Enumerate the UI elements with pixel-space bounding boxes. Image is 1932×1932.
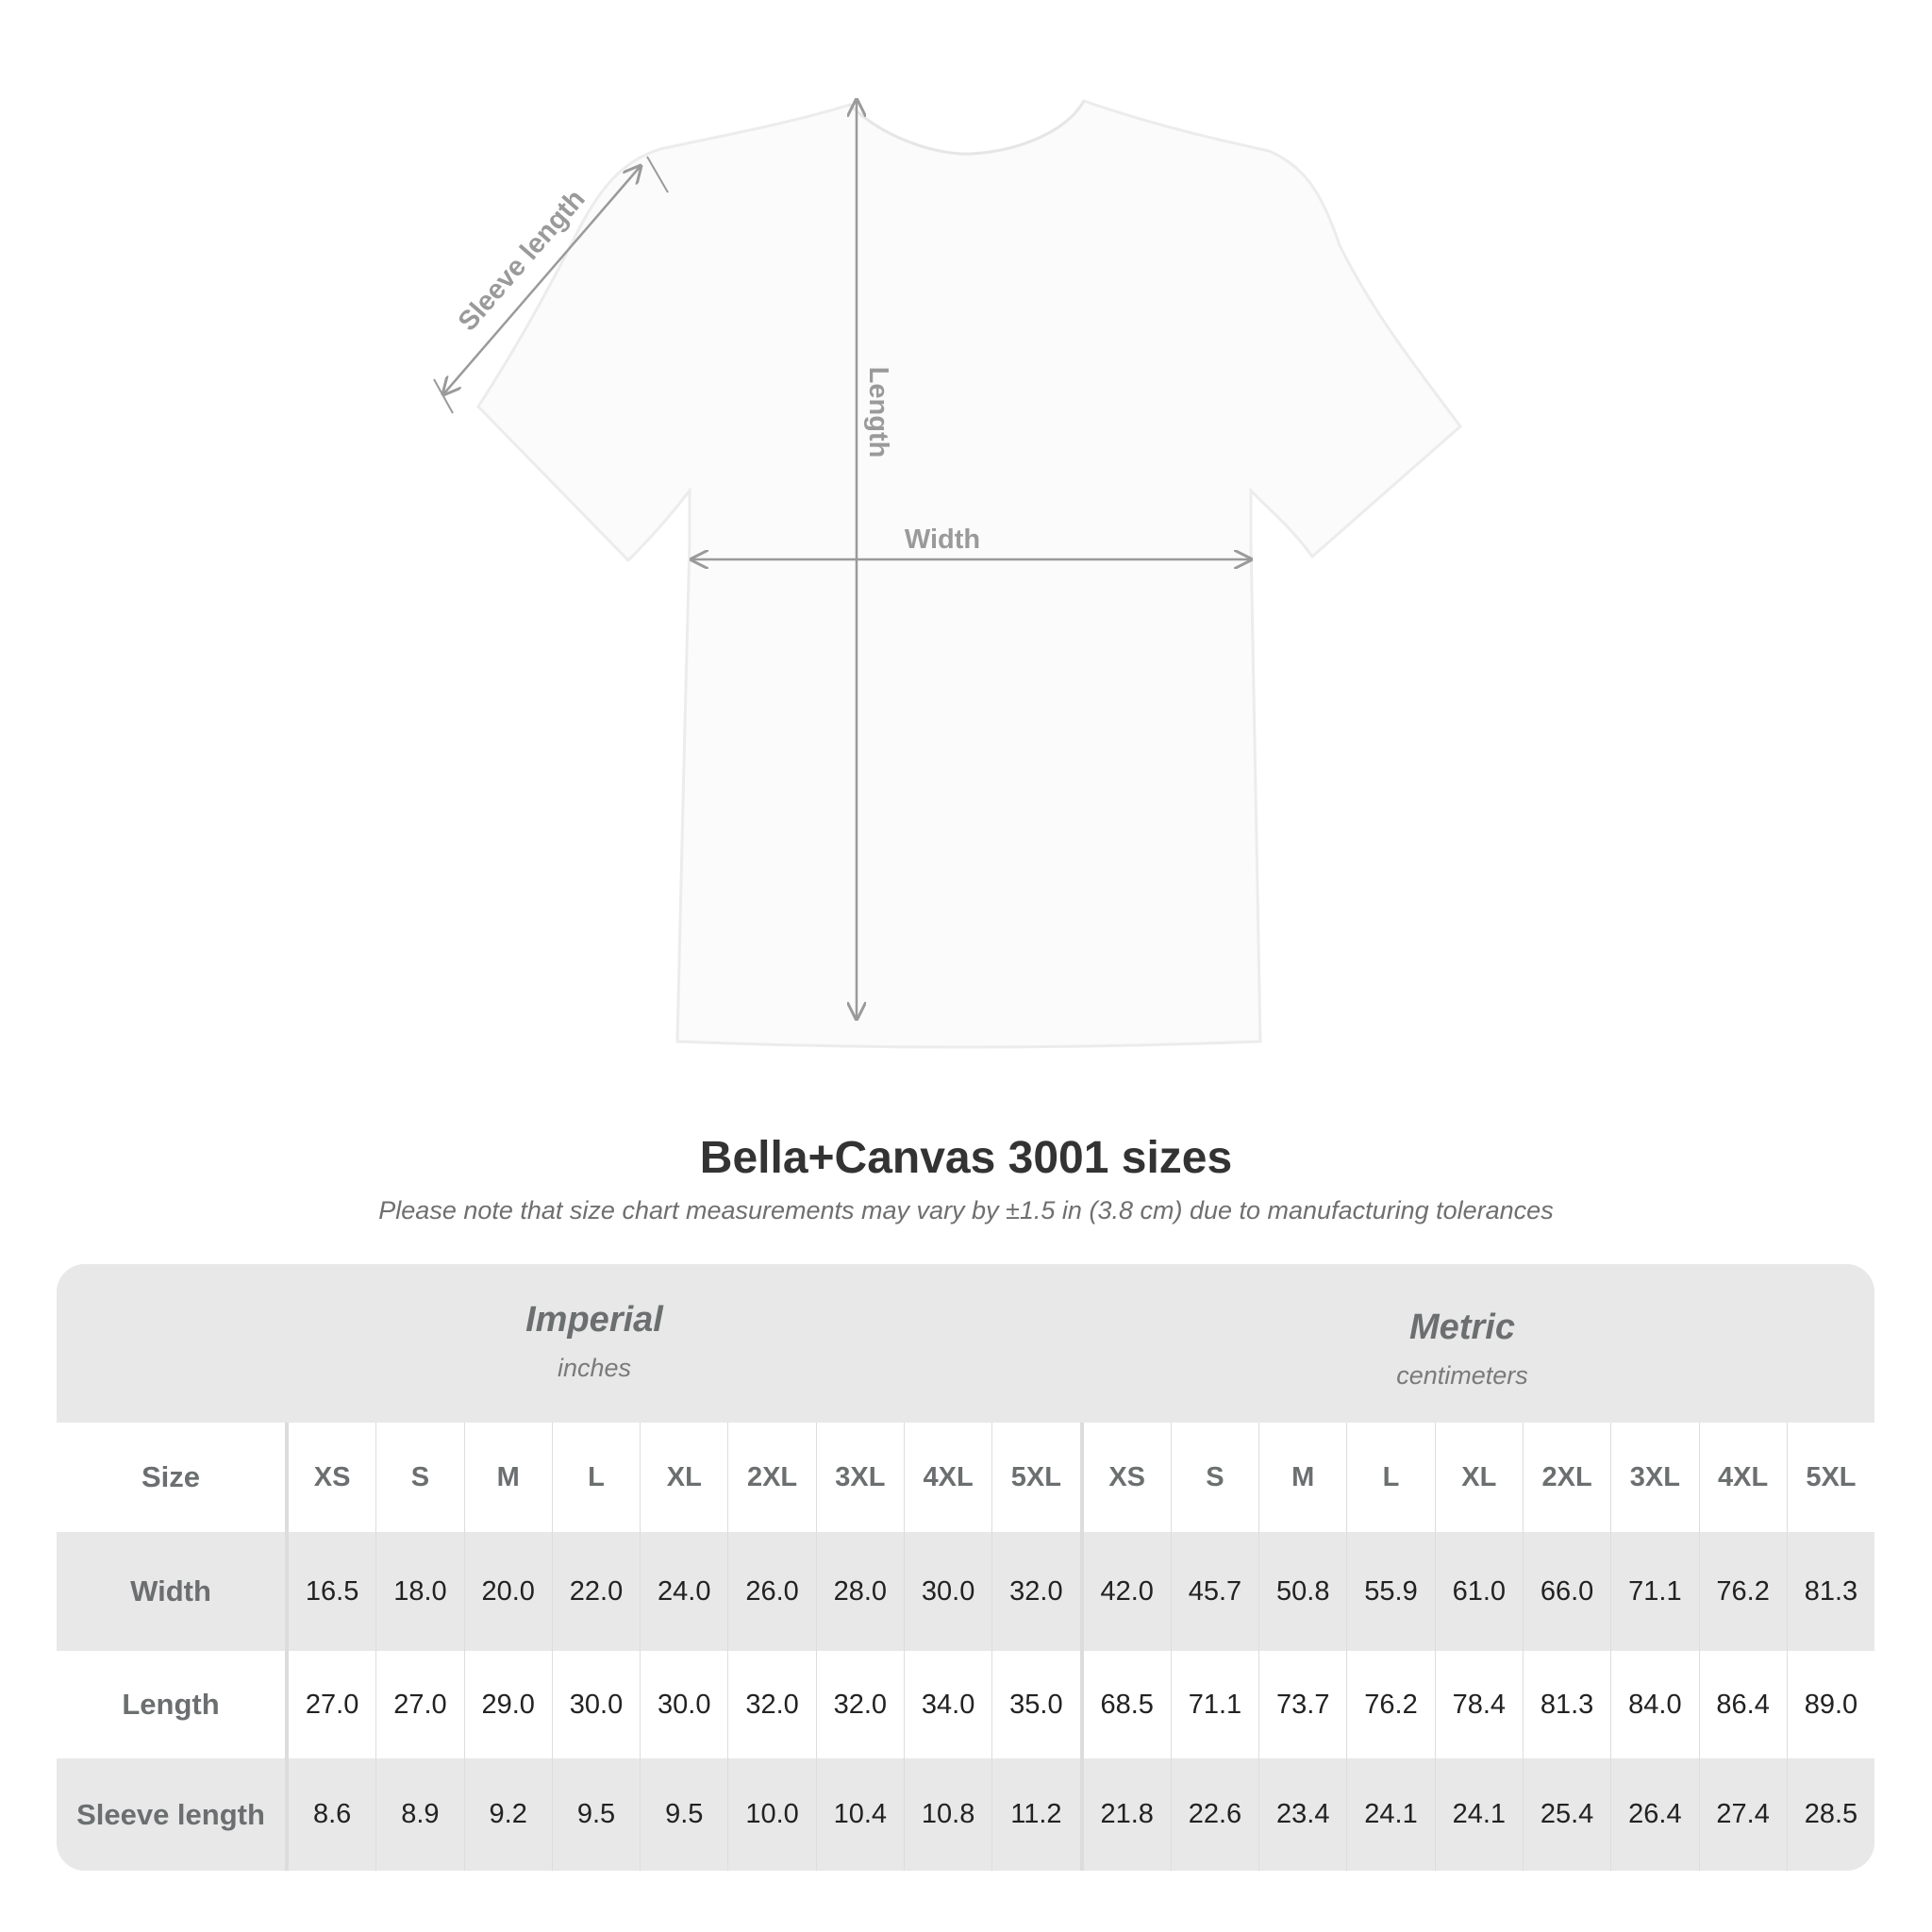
imperial-value-cell: 10.0 (727, 1758, 815, 1871)
sleeve-arrow (443, 166, 641, 394)
imperial-value-cell: 20.0 (463, 1532, 552, 1651)
metric-value-cell: 81.3 (1522, 1651, 1610, 1758)
metric-value-cell: 25.4 (1522, 1758, 1610, 1871)
metric-value-cell: 24.1 (1346, 1758, 1434, 1871)
imperial-value-cell: 32.0 (991, 1532, 1079, 1651)
metric-value-cell: 71.1 (1610, 1532, 1698, 1651)
size-header-cell: L (1346, 1423, 1434, 1532)
imperial-value-cell: 27.0 (305, 1689, 359, 1720)
size-header-cell: XL (1434, 1423, 1523, 1532)
imperial-value-cell: 29.0 (463, 1651, 552, 1758)
metric-group-header: Metric centimeters (1170, 1307, 1755, 1391)
metric-value-cell: 71.1 (1170, 1651, 1258, 1758)
length-label: Length (863, 367, 893, 458)
row-label: Length (57, 1651, 289, 1758)
metric-value-cell: 84.0 (1610, 1651, 1698, 1758)
width-label: Width (905, 525, 980, 555)
imperial-value-cell: 10.8 (903, 1758, 991, 1871)
imperial-value-cell: 35.0 (991, 1651, 1079, 1758)
metric-value-cell: 24.1 (1434, 1758, 1523, 1871)
row-label: Size (57, 1423, 289, 1532)
imperial-value-cell: 26.0 (727, 1532, 815, 1651)
metric-value-cell: 76.2 (1346, 1651, 1434, 1758)
size-chart-table: Imperial inches Metric centimeters Size X… (57, 1264, 1874, 1871)
imperial-value-cell: 8.9 (375, 1758, 463, 1871)
tshirt-shape (476, 99, 1463, 1049)
metric-value-cell: 45.7 (1170, 1532, 1258, 1651)
size-header-cell: M (1258, 1423, 1346, 1532)
metric-value-cell: 61.0 (1434, 1532, 1523, 1651)
size-header-cell: S (375, 1423, 463, 1532)
tolerance-note: Please note that size chart measurements… (378, 1196, 1554, 1224)
imperial-value-cell: 32.0 (727, 1651, 815, 1758)
imperial-value-cell: 10.4 (815, 1758, 904, 1871)
metric-value-cell: 89.0 (1786, 1651, 1874, 1758)
metric-value-cell: 26.4 (1610, 1758, 1698, 1871)
metric-value-cell: 23.4 (1258, 1758, 1346, 1871)
metric-value-cell: 21.8 (1079, 1758, 1171, 1871)
metric-value-cell: 86.4 (1698, 1651, 1787, 1758)
metric-unit: centimeters (1396, 1361, 1528, 1390)
size-header-cell: XS (313, 1461, 351, 1492)
metric-value-cell: 50.8 (1258, 1532, 1346, 1651)
imperial-value-cell: 9.2 (463, 1758, 552, 1871)
size-header-cell: 4XL (1698, 1423, 1787, 1532)
metric-value-cell: 81.3 (1786, 1532, 1874, 1651)
size-header-row: Size XS S M L XL 2XL 3XL 4XL 5XL XS S M L XL 2XL 3XL 4XL 5… (57, 1423, 1874, 1532)
imperial-value-cell: 30.0 (640, 1651, 727, 1758)
imperial-value-cell: 24.0 (640, 1532, 727, 1651)
table-row: Sleeve length 8.6 8.9 9.2 9.5 9.5 10.0 10.4 10.8… (57, 1758, 1874, 1871)
size-header-cell: XL (640, 1423, 727, 1532)
metric-value-cell: 28.5 (1786, 1758, 1874, 1871)
size-header-cell: XS (1079, 1423, 1171, 1532)
imperial-heading: Imperial (525, 1300, 663, 1340)
metric-value-cell: 66.0 (1522, 1532, 1610, 1651)
imperial-value-cell: 18.0 (375, 1532, 463, 1651)
table-row: Length 27.0 27.0 29.0 30.0 30.0 32.0 32.0 34.0 35… (57, 1651, 1874, 1758)
tshirt-diagram: Sleeve length Length Width (433, 0, 1463, 1049)
imperial-value-cell: 22.0 (551, 1532, 640, 1651)
size-header-cell: 3XL (1610, 1423, 1698, 1532)
row-label: Sleeve length (57, 1758, 289, 1871)
size-header-cell: 3XL (815, 1423, 904, 1532)
imperial-value-cell: 11.2 (991, 1758, 1079, 1871)
imperial-value-cell: 28.0 (815, 1532, 904, 1651)
size-header-cell: 2XL (1522, 1423, 1610, 1532)
imperial-value-cell: 34.0 (903, 1651, 991, 1758)
imperial-value-cell: 9.5 (640, 1758, 727, 1871)
metric-value-cell: 73.7 (1258, 1651, 1346, 1758)
size-header-cell: 2XL (727, 1423, 815, 1532)
size-header-cell: L (551, 1423, 640, 1532)
metric-value-cell: 68.5 (1079, 1651, 1171, 1758)
imperial-value-cell: 16.5 (305, 1575, 359, 1607)
imperial-value-cell: 30.0 (903, 1532, 991, 1651)
imperial-value-cell: 27.0 (375, 1651, 463, 1758)
imperial-value-cell: 9.5 (551, 1758, 640, 1871)
metric-value-cell: 76.2 (1698, 1532, 1787, 1651)
unit-header-band: Imperial inches Metric centimeters (57, 1264, 1874, 1423)
imperial-group-header: Imperial inches (302, 1300, 887, 1383)
size-header-cell: M (463, 1423, 552, 1532)
page-title: Bella+Canvas 3001 sizes (699, 1133, 1233, 1183)
size-header-cell: S (1170, 1423, 1258, 1532)
size-header-cell: 5XL (1786, 1423, 1874, 1532)
metric-value-cell: 27.4 (1698, 1758, 1787, 1871)
imperial-value-cell: 30.0 (551, 1651, 640, 1758)
size-header-cell: 4XL (903, 1423, 991, 1532)
imperial-value-cell: 32.0 (815, 1651, 904, 1758)
row-label: Width (57, 1532, 289, 1651)
size-header-cell: 5XL (991, 1423, 1079, 1532)
imperial-value-cell: 8.6 (312, 1799, 352, 1829)
metric-heading: Metric (1409, 1307, 1515, 1347)
table-row: Width 16.5 18.0 20.0 22.0 24.0 26.0 28.0 30.0 32.… (57, 1532, 1874, 1651)
metric-value-cell: 22.6 (1170, 1758, 1258, 1871)
metric-value-cell: 78.4 (1434, 1651, 1523, 1758)
metric-value-cell: 42.0 (1079, 1532, 1171, 1651)
imperial-unit: inches (557, 1354, 632, 1382)
metric-value-cell: 55.9 (1346, 1532, 1434, 1651)
